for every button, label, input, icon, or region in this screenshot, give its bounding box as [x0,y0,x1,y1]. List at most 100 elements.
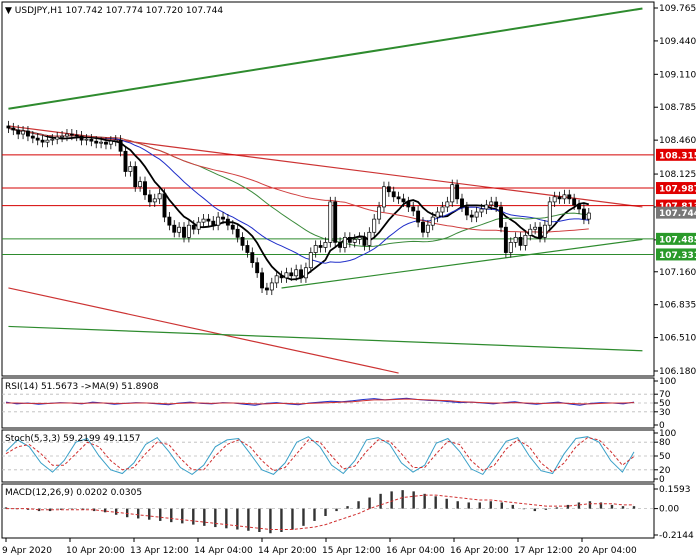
candle-body [45,139,50,143]
candle [186,220,191,243]
candle-body [577,204,581,210]
candle [425,220,430,238]
candle-body [347,236,352,243]
price-tick-label: 109.440 [659,37,696,47]
indicator-tick-label: 0.00 [659,505,679,515]
candle [191,220,196,235]
macd-histogram-bar [632,506,636,509]
candle [396,191,401,204]
candle [372,214,377,238]
macd-signal-line [6,494,634,530]
candle-body [240,236,245,246]
candle-body [221,216,225,220]
macd-histogram-bar [324,508,327,516]
candle-body [108,140,113,145]
macd-histogram-bar [258,508,261,532]
level-label-text: 107.744 [659,209,700,219]
candle-body [391,191,396,198]
candle-body [79,135,84,141]
candle-body [460,198,464,208]
trendline-green [8,325,643,352]
price-tick-label: 106.835 [659,301,696,311]
stoch-signal-line [5,437,635,473]
candle-body [25,130,30,137]
macd-histogram-bar [203,508,206,526]
candle-body [113,139,118,142]
candle [455,179,460,204]
candle-body [416,210,421,223]
candle-body [386,186,391,193]
candle [411,201,416,217]
candle [479,203,484,218]
candle-body [69,133,74,136]
candle-body [494,201,499,208]
candle-body [186,224,191,238]
candle [133,161,138,192]
candle-body [421,221,425,233]
candle-body [143,181,147,196]
candle-body [118,139,123,152]
candle [25,125,30,142]
candle [177,222,182,238]
ohlc-readout: 107.742 107.774 107.720 107.744 [66,6,224,16]
macd-histogram-bar [214,508,217,528]
candle-body [528,228,533,236]
indicator-tick-label: 0 [659,475,665,485]
arrow-icon: ▼ [5,6,15,16]
candle [201,214,206,228]
candle-body [284,272,289,279]
moving-average-8 [8,127,590,281]
candle-body [333,201,338,243]
candle-body [177,226,182,233]
macd-histogram-bar [577,502,581,509]
candle-body [357,236,362,240]
time-tick-label: 14 Apr 20:00 [258,546,317,556]
time-tick-label: 14 Apr 04:00 [194,546,253,556]
candle [577,199,581,215]
candle-body [235,228,240,238]
candle [377,201,382,225]
macd-histogram-bar [467,502,470,509]
candle [382,181,386,213]
macd-histogram-bar [390,491,393,509]
candle-body [338,242,343,248]
candle [513,232,518,248]
trendline-green [8,7,643,110]
macd-histogram-bar [192,508,195,525]
candle-body [318,245,323,248]
candle-body [299,269,304,279]
candle [11,122,16,136]
candle [211,216,216,231]
macd-histogram-bar [291,508,294,530]
candle [469,210,474,223]
candle-body [138,181,143,188]
candle-body [196,221,201,230]
candle-body [572,198,577,206]
time-tick-label: 16 Apr 20:00 [450,546,509,556]
candle [60,131,65,143]
macd-histogram-bar [125,508,129,518]
candle [196,217,201,235]
candle [30,131,35,144]
candle-body [269,282,274,291]
candle-body [84,138,89,141]
candle [157,188,162,204]
level-label-text: 107.485 [659,235,700,245]
level-label-box [656,182,696,195]
candle-body [245,245,250,253]
candle-body [474,211,479,218]
time-tick-label: 17 Apr 12:00 [514,546,573,556]
trendline-red [8,287,399,374]
candle-body [313,245,318,253]
candle-body [167,216,172,226]
candle [440,201,445,218]
stoch-title: Stoch(5,3,3) 59.2199 49.1157 [5,434,140,444]
macd-histogram-bar [533,508,537,512]
level-label-box [656,248,696,261]
candle [406,196,411,213]
price-panel-frame [1,1,655,377]
candle-body [230,224,235,230]
macd-histogram-bar [555,507,559,509]
candle-body [40,139,45,143]
candle [352,234,357,248]
